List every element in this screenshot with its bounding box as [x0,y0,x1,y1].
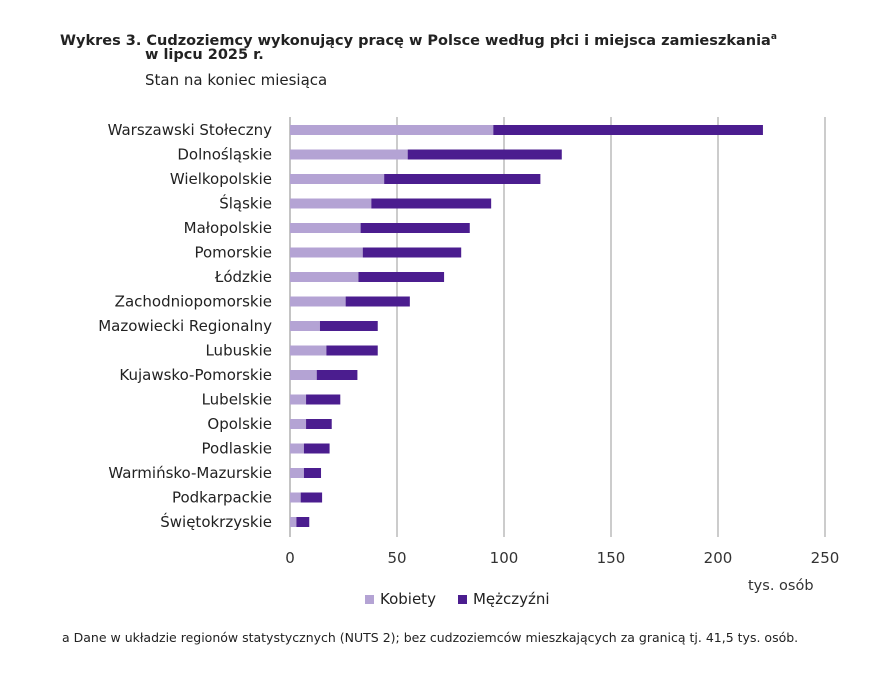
bar-mezczyzni [358,272,445,282]
bar-kobiety [290,394,307,405]
category-label: Dolnośląskie [177,146,272,164]
legend-label: Kobiety [380,590,436,608]
bar-mezczyzni [306,419,332,429]
bar-mezczyzni [362,247,462,258]
category-label: Podkarpackie [172,489,272,507]
legend-label: Mężczyźni [472,590,550,608]
category-label: Kujawsko-Pomorskie [119,366,272,384]
category-label: Łódzkie [214,268,272,286]
category-label: Opolskie [207,415,272,433]
category-label: Lubelskie [202,391,272,409]
bar-kobiety [290,321,320,331]
category-label: Zachodniopomorskie [115,293,272,311]
footnote: a Dane w układzie regionów statystycznyc… [62,630,799,645]
bar-mezczyzni [316,370,358,380]
category-label: Wielkopolskie [170,170,272,188]
bar-kobiety [290,247,363,258]
category-label: Mazowiecki Regionalny [98,317,272,335]
bar-kobiety [290,223,361,233]
category-label: Lubuskie [205,342,272,360]
bar-kobiety [290,443,304,454]
bar-kobiety [290,419,307,429]
x-tick-label: 50 [387,549,406,567]
bar-kobiety [290,517,297,527]
bar-mezczyzni [345,296,410,307]
category-label: Warmińsko-Mazurskie [108,464,272,482]
x-tick-label: 250 [811,549,840,567]
legend: Kobiety Mężczyźni [365,590,550,608]
category-label: Podlaskie [202,440,272,458]
bar-mezczyzni [326,345,378,356]
category-label: Śląskie [219,194,272,213]
bar-kobiety [290,468,304,478]
bar-mezczyzni [296,517,310,527]
bar-kobiety [290,125,494,135]
bar-mezczyzni [319,321,378,331]
legend-item-mezczyzni: Mężczyźni [457,590,550,608]
chart-title: Wykres 3. Cudzoziemcy wykonujący pracę w… [60,32,777,49]
bar-kobiety [290,296,346,307]
category-label: Warszawski Stołeczny [108,121,273,139]
bar-kobiety [290,198,372,209]
bar-mezczyzni [303,443,330,454]
x-axis-label: tys. osób [748,578,814,594]
x-tick-label: 150 [597,549,626,567]
bar-mezczyzni [306,394,341,405]
bar-mezczyzni [303,468,322,478]
x-tick-label: 100 [490,549,519,567]
bar-mezczyzni [384,174,541,184]
x-tick-label: 200 [704,549,733,567]
legend-item-kobiety: Kobiety [365,590,436,608]
bar-kobiety [290,370,317,380]
category-label: Małopolskie [184,219,272,237]
legend-swatch [457,594,467,604]
bar-mezczyzni [493,125,763,135]
category-label: Pomorskie [194,244,272,262]
bar-kobiety [290,345,327,356]
bar-mezczyzni [371,198,492,209]
chart-title-line2: w lipcu 2025 r. [145,47,264,63]
bar-kobiety [290,174,385,184]
bar-mezczyzni [360,223,470,233]
bar-kobiety [290,149,408,160]
x-tick-label: 0 [285,549,295,567]
bar-mezczyzni [407,149,562,160]
chart-subtitle: Stan na koniec miesiąca [145,71,328,89]
legend-swatch [365,594,374,604]
bar-kobiety [290,492,301,503]
bar-mezczyzni [300,492,323,503]
bar-kobiety [290,272,359,282]
category-label: Świętokrzyskie [160,512,272,531]
